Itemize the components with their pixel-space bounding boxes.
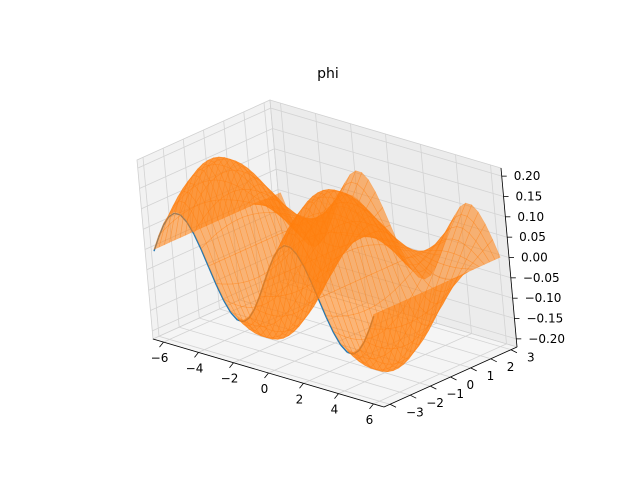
y-tick-label: 1 (487, 369, 495, 383)
surface-patch (395, 299, 406, 328)
series-blue-segment (200, 249, 210, 268)
y-tick-mark (410, 394, 417, 399)
z-tick-label: −0.15 (526, 312, 563, 326)
series-blue-segment (223, 300, 232, 314)
z-tick-label: −0.05 (523, 271, 560, 285)
y-tick-mark (389, 403, 397, 408)
chart-title: phi (317, 66, 339, 82)
x-tick-mark (334, 393, 339, 399)
x-tick-label: 4 (331, 403, 339, 417)
x-tick-label: 2 (296, 392, 304, 406)
z-tick-label: 0.10 (517, 210, 544, 224)
x-tick-mark (369, 403, 374, 410)
z-tick-label: 0.00 (521, 251, 548, 265)
y-tick-label: 3 (527, 351, 535, 365)
x-tick-label: −4 (186, 361, 204, 375)
series-blue-segment (230, 312, 238, 321)
y-tick-mark (490, 358, 497, 363)
series-blue-segment (318, 299, 327, 318)
surface-patch (411, 292, 422, 323)
y-tick-label: −2 (426, 396, 444, 410)
gridline-z (137, 107, 502, 177)
x-tick-label: −6 (151, 351, 169, 365)
gridline-x (373, 164, 507, 405)
surface-patch (390, 302, 401, 329)
surface-patch (457, 271, 469, 282)
z-tick-label: 0.20 (514, 169, 541, 183)
y-tick-mark (470, 367, 477, 372)
series-blue-segment (340, 344, 348, 353)
surface-patch (368, 311, 380, 330)
surface-plot (153, 156, 501, 373)
surface-patch (417, 290, 427, 320)
y-tick-mark (430, 385, 437, 390)
x-tick-mark (229, 362, 234, 368)
z-tick-label: −0.10 (525, 291, 562, 305)
x-tick-label: 6 (366, 413, 374, 427)
y-tick-label: −3 (406, 405, 424, 419)
surface-patch (452, 273, 464, 287)
x-tick-mark (159, 341, 164, 348)
tick-group: −6−4−20246−3−2−10123−0.20−0.15−0.10−0.05… (151, 169, 565, 427)
y-tick-label: 0 (467, 378, 475, 392)
series-blue-segment (325, 316, 335, 334)
y-tick-label: −1 (446, 387, 464, 401)
y-tick-mark (450, 376, 457, 381)
series-blue-segment (333, 332, 342, 346)
x-tick-label: −2 (221, 372, 239, 386)
x-tick-mark (194, 352, 199, 358)
z-tick-label: 0.05 (519, 230, 546, 244)
gridline-z (139, 128, 504, 197)
surface-patch (427, 285, 438, 313)
series-blue-segment (208, 267, 218, 286)
series-blue-segment (193, 234, 203, 251)
x-tick-label: 0 (261, 382, 269, 396)
y-tick-mark (510, 349, 518, 354)
z-tick-label: 0.15 (516, 189, 543, 203)
x-tick-mark (299, 383, 304, 389)
surface-patch (442, 278, 454, 298)
y-tick-label: 2 (507, 360, 515, 374)
series-blue-segment (215, 284, 225, 302)
x-tick-mark (264, 372, 269, 379)
gridline-y (162, 148, 411, 396)
surface-patch (379, 306, 390, 330)
gridline-y (142, 157, 391, 405)
gridline-x (303, 144, 437, 384)
surface-patch (482, 244, 496, 263)
z-tick-label: −0.20 (528, 332, 565, 346)
